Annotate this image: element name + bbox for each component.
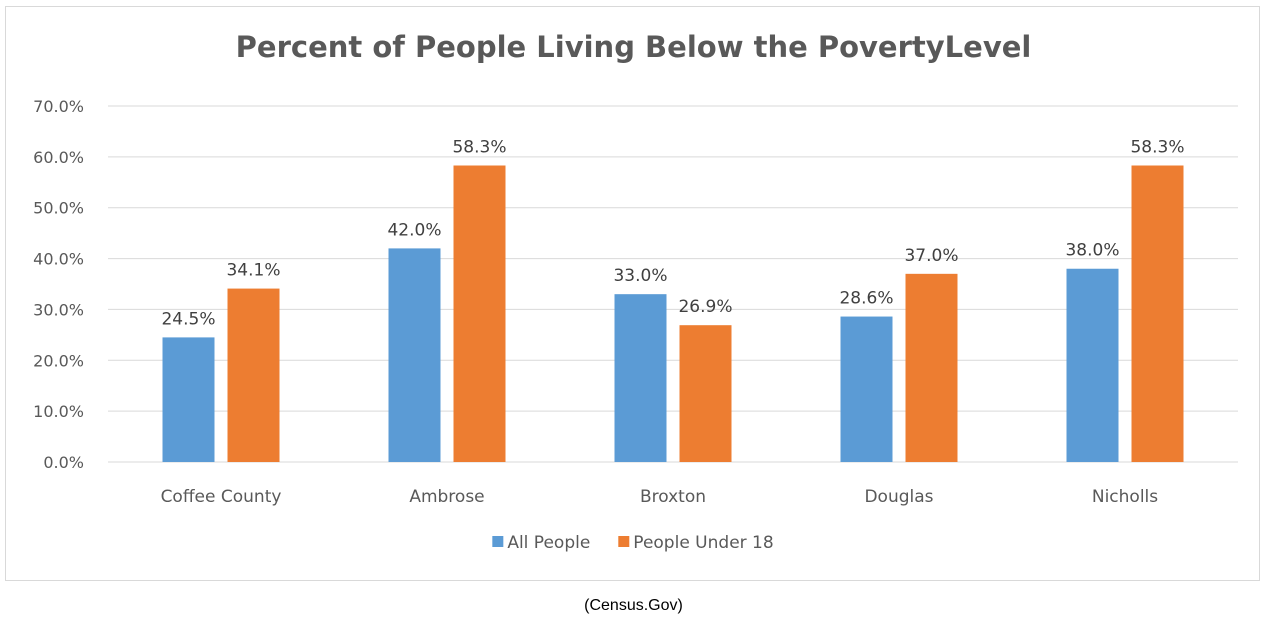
x-tick-label: Coffee County <box>161 487 282 507</box>
y-tick-label: 70.0% <box>33 97 84 116</box>
y-tick-label: 50.0% <box>33 199 84 218</box>
chart-frame <box>5 6 1260 581</box>
data-label: 28.6% <box>839 289 893 309</box>
legend-swatch <box>492 536 504 547</box>
y-axis-tick-labels: 0.0% 10.0% 20.0% 30.0% 40.0% 50.0% 60.0% 70.0% <box>33 97 84 472</box>
bar-people-under-18 <box>1131 165 1184 462</box>
legend-label: All People <box>507 533 590 553</box>
y-tick-label: 0.0% <box>43 453 84 472</box>
legend-item-all-people: All People <box>492 533 590 553</box>
x-tick-label: Douglas <box>864 487 933 507</box>
x-axis-tick-labels: Coffee County Ambrose Broxton Douglas Nichol… <box>161 487 1159 507</box>
bars <box>162 165 1184 462</box>
y-tick-label: 40.0% <box>33 250 84 269</box>
x-tick-label: Ambrose <box>409 487 484 507</box>
legend-item-people-under-18: People Under 18 <box>618 533 774 553</box>
legend: All People People Under 18 <box>492 533 774 553</box>
data-label: 58.3% <box>452 138 506 158</box>
gridlines <box>108 105 1238 463</box>
bar-all-people <box>388 248 441 462</box>
legend-label: People Under 18 <box>633 533 773 553</box>
data-label: 58.3% <box>1130 138 1184 158</box>
y-tick-label: 30.0% <box>33 300 84 319</box>
data-label: 34.1% <box>226 261 280 281</box>
y-tick-label: 60.0% <box>33 148 84 167</box>
data-label: 37.0% <box>904 246 958 266</box>
legend-swatch <box>618 536 630 547</box>
chart-title: Percent of People Living Below the Pover… <box>235 30 1032 64</box>
bar-all-people <box>1066 268 1119 462</box>
data-label: 42.0% <box>387 220 441 240</box>
bar-people-under-18 <box>905 273 958 462</box>
y-tick-label: 20.0% <box>33 351 84 370</box>
source-note: (Census.Gov) <box>584 597 683 614</box>
bar-people-under-18 <box>227 288 280 462</box>
bar-people-under-18 <box>679 325 732 462</box>
bar-people-under-18 <box>453 165 506 462</box>
y-tick-label: 10.0% <box>33 402 84 421</box>
data-label: 33.0% <box>613 266 667 286</box>
data-label: 24.5% <box>161 309 215 329</box>
bar-all-people <box>162 337 215 462</box>
bar-all-people <box>840 316 893 462</box>
data-labels: 24.5% 34.1% 42.0% 58.3% 33.0% 26.9% 28.6% 37.0%… <box>161 138 1184 330</box>
x-tick-label: Broxton <box>640 487 706 507</box>
x-tick-label: Nicholls <box>1092 487 1158 507</box>
bar-all-people <box>614 294 667 462</box>
data-label: 38.0% <box>1065 241 1119 261</box>
data-label: 26.9% <box>678 297 732 317</box>
